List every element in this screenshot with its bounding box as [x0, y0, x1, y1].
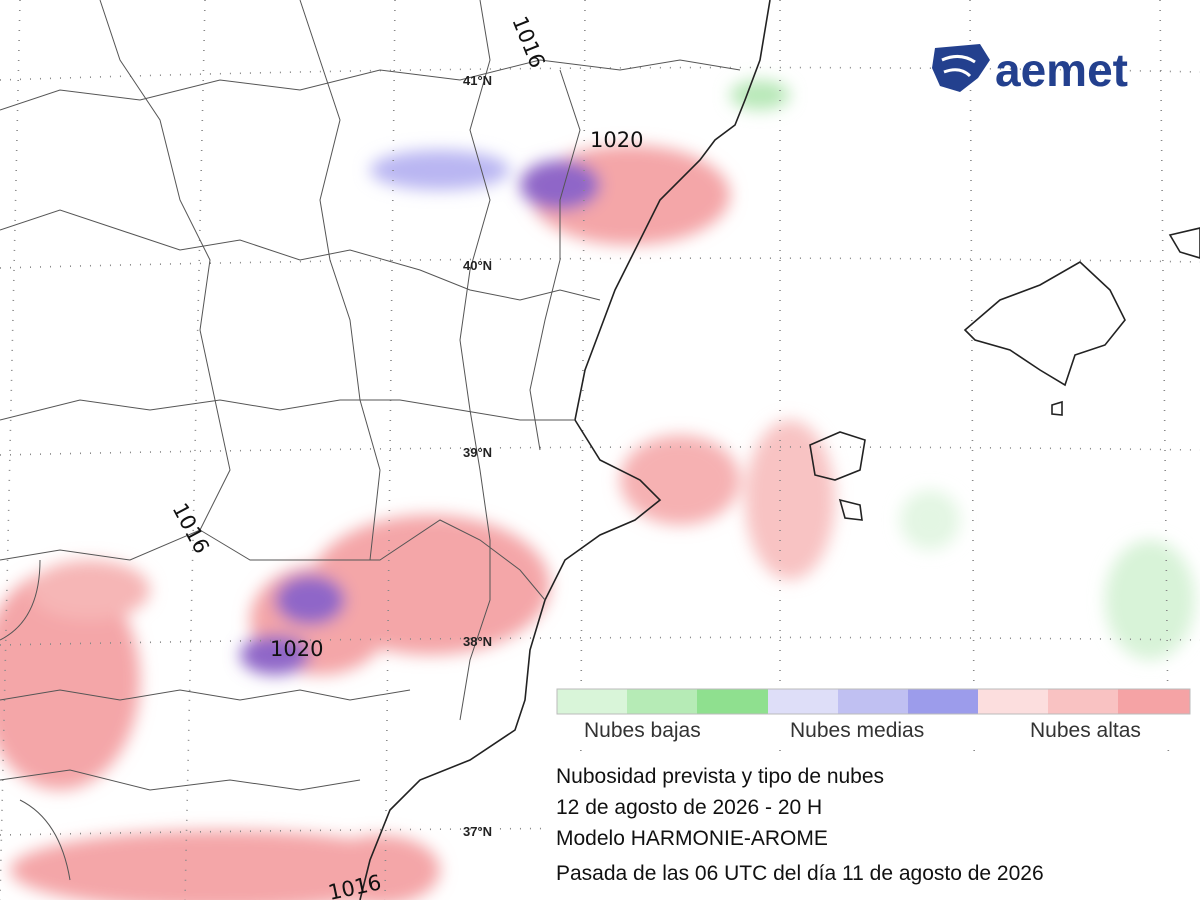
- legend: Nubes bajas Nubes medias Nubes altas: [551, 684, 1195, 748]
- isobar-label: 1020: [270, 637, 323, 661]
- latitude-label: 41°N: [463, 73, 492, 88]
- cloud-fields: [0, 80, 1195, 900]
- caption-line: Modelo HARMONIE-AROME: [556, 827, 828, 850]
- isobar-label: 1016: [507, 13, 549, 72]
- isobar-label: 1016: [168, 499, 214, 557]
- logo-icon: [932, 44, 990, 92]
- latitude-label: 38°N: [463, 634, 492, 649]
- logo-text: aemet: [995, 44, 1128, 96]
- latitude-label: 39°N: [463, 445, 492, 460]
- legend-label: Nubes medias: [790, 719, 924, 742]
- coastlines: [359, 0, 1200, 900]
- caption-line: Pasada de las 06 UTC del día 11 de agost…: [556, 862, 1044, 885]
- isobar-label: 1020: [590, 128, 643, 152]
- caption-line: 12 de agosto de 2026 - 20 H: [556, 796, 822, 819]
- latitude-label: 37°N: [463, 824, 492, 839]
- borders: [0, 0, 741, 881]
- caption-line: Nubosidad prevista y tipo de nubes: [556, 765, 884, 788]
- latitude-label: 40°N: [463, 258, 492, 273]
- caption: Nubosidad prevista y tipo de nubes 12 de…: [548, 752, 1200, 900]
- logo: aemet: [932, 44, 1128, 96]
- legend-label: Nubes bajas: [584, 719, 701, 742]
- legend-label: Nubes altas: [1030, 719, 1141, 742]
